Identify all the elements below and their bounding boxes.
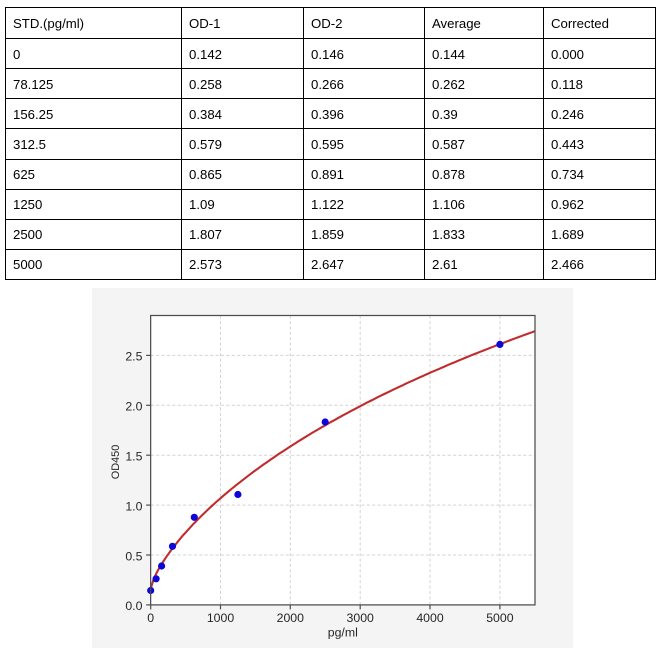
svg-text:5000: 5000 bbox=[486, 611, 514, 625]
svg-text:2.0: 2.0 bbox=[125, 399, 142, 413]
svg-text:4000: 4000 bbox=[416, 611, 444, 625]
svg-text:0: 0 bbox=[147, 611, 154, 625]
svg-text:0.5: 0.5 bbox=[125, 549, 142, 563]
svg-text:3000: 3000 bbox=[347, 611, 375, 625]
svg-text:1.5: 1.5 bbox=[125, 449, 142, 463]
svg-text:OD450: OD450 bbox=[110, 444, 122, 479]
svg-text:2000: 2000 bbox=[277, 611, 305, 625]
svg-text:1000: 1000 bbox=[207, 611, 235, 625]
svg-text:2.5: 2.5 bbox=[125, 349, 142, 363]
svg-text:0.0: 0.0 bbox=[125, 599, 142, 613]
svg-text:1.0: 1.0 bbox=[125, 499, 142, 513]
svg-text:pg/ml: pg/ml bbox=[328, 625, 358, 639]
